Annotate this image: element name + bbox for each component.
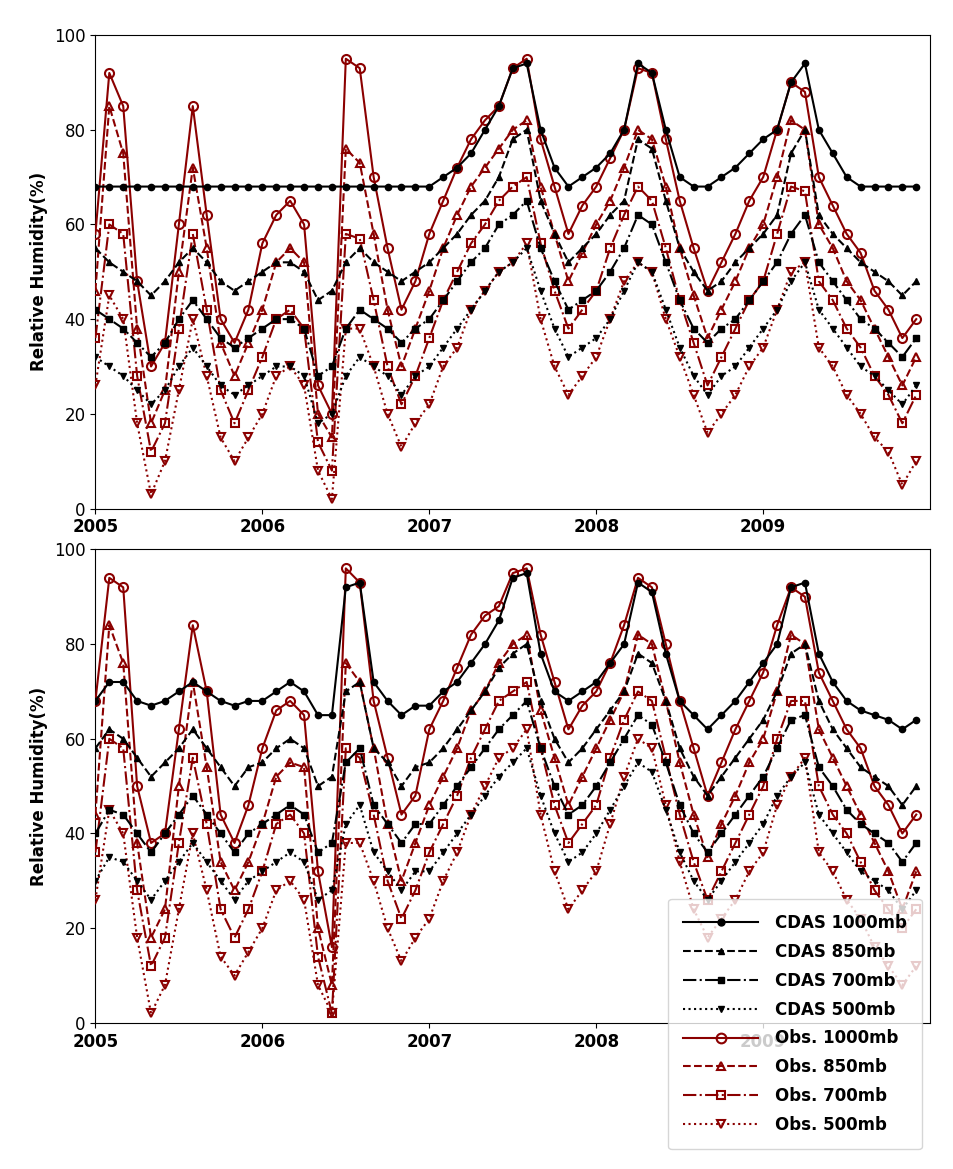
Y-axis label: Relative Humidity(%): Relative Humidity(%) [30,686,49,886]
Y-axis label: Relative Humidity(%): Relative Humidity(%) [30,172,49,372]
Legend: CDAS 1000mb, CDAS 850mb, CDAS 700mb, CDAS 500mb, Obs. 1000mb, Obs. 850mb, Obs. 7: CDAS 1000mb, CDAS 850mb, CDAS 700mb, CDA… [667,899,921,1149]
